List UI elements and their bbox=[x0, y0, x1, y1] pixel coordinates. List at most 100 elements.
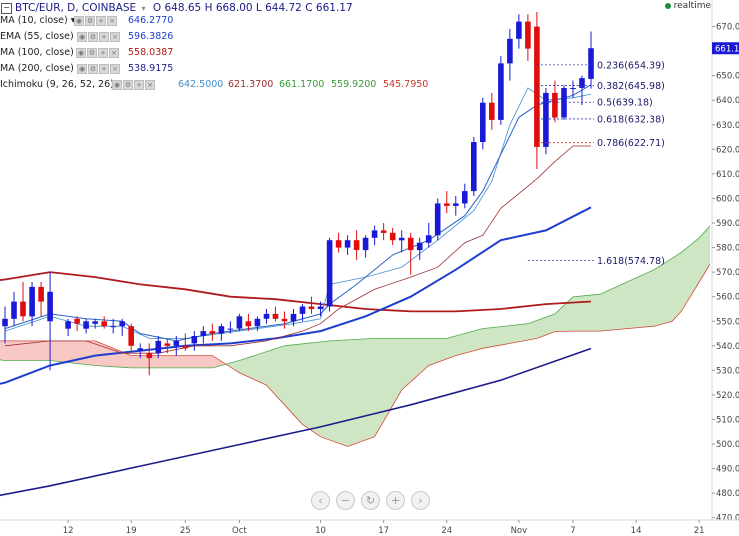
candle-body-45[interactable] bbox=[416, 242, 423, 251]
candle-body-8[interactable] bbox=[83, 321, 89, 329]
chevron-right-icon[interactable]: › bbox=[411, 491, 430, 510]
candle-body-53[interactable] bbox=[489, 102, 495, 120]
indicator-name[interactable]: MA (200, close) ▾ bbox=[0, 63, 82, 74]
candle-body-2[interactable] bbox=[20, 301, 26, 317]
candle-body-64[interactable] bbox=[588, 48, 594, 79]
candle-body-46[interactable] bbox=[425, 235, 432, 243]
close-icon[interactable]: × bbox=[145, 80, 155, 90]
candle-body-17[interactable] bbox=[164, 343, 171, 346]
candle-body-41[interactable] bbox=[380, 230, 387, 233]
candle-body-21[interactable] bbox=[200, 331, 207, 336]
candle-body-35[interactable] bbox=[326, 240, 333, 307]
candle-body-30[interactable] bbox=[281, 318, 288, 322]
candle-body-24[interactable] bbox=[227, 328, 234, 330]
symbol-title[interactable]: BTC/EUR, D, COINBASE bbox=[15, 2, 137, 14]
more-icon[interactable]: + bbox=[99, 32, 109, 42]
candle-body-26[interactable] bbox=[245, 321, 252, 327]
candle-body-49[interactable] bbox=[453, 203, 459, 206]
indicator-name[interactable]: MA (10, close) ▾ bbox=[0, 15, 76, 26]
candle-body-22[interactable] bbox=[209, 331, 216, 334]
candle-body-44[interactable] bbox=[407, 237, 414, 251]
close-icon[interactable]: × bbox=[107, 16, 117, 26]
candle-body-14[interactable] bbox=[137, 348, 143, 351]
candle-body-34[interactable] bbox=[317, 306, 324, 310]
candle-body-43[interactable] bbox=[398, 237, 405, 241]
candle-body-47[interactable] bbox=[434, 203, 441, 236]
more-icon[interactable]: + bbox=[134, 80, 144, 90]
close-icon[interactable]: × bbox=[109, 48, 119, 58]
settings-icon[interactable]: ⚙ bbox=[123, 80, 133, 90]
candle-body-18[interactable] bbox=[173, 340, 180, 346]
candle-body-0[interactable] bbox=[2, 318, 8, 327]
candle-body-54[interactable] bbox=[498, 63, 504, 120]
settings-icon[interactable]: ⚙ bbox=[88, 64, 98, 74]
candle-body-55[interactable] bbox=[507, 38, 513, 64]
candle-body-61[interactable] bbox=[561, 88, 567, 118]
candle-body-25[interactable] bbox=[236, 316, 243, 329]
candle-body-20[interactable] bbox=[191, 336, 198, 344]
eye-icon[interactable]: ◉ bbox=[112, 80, 122, 90]
candle-body-31[interactable] bbox=[290, 313, 297, 322]
more-icon[interactable]: + bbox=[99, 64, 109, 74]
candle-body-15[interactable] bbox=[146, 353, 153, 359]
candle-body-51[interactable] bbox=[471, 142, 477, 192]
candle-body-4[interactable] bbox=[38, 286, 44, 302]
indicator-name[interactable]: Ichimoku (9, 26, 52, 26) ▾ bbox=[0, 79, 122, 90]
candle-body-52[interactable] bbox=[480, 102, 486, 142]
indicator-value: 596.3826 bbox=[128, 31, 174, 42]
candle-body-62[interactable] bbox=[570, 88, 576, 89]
candle-body-13[interactable] bbox=[128, 326, 134, 346]
collapse-icon[interactable]: − bbox=[1, 2, 12, 14]
candle-body-23[interactable] bbox=[218, 326, 225, 334]
candle-body-3[interactable] bbox=[29, 286, 35, 317]
indicator-name[interactable]: EMA (55, close) ▾ bbox=[0, 31, 82, 42]
candle-body-5[interactable] bbox=[47, 291, 53, 322]
candle-body-36[interactable] bbox=[335, 240, 342, 248]
candle-body-11[interactable] bbox=[110, 326, 116, 328]
candle-body-40[interactable] bbox=[371, 230, 378, 238]
candle-body-29[interactable] bbox=[272, 313, 279, 319]
candle-body-33[interactable] bbox=[308, 306, 315, 310]
candle-body-57[interactable] bbox=[525, 21, 531, 49]
candle-body-38[interactable] bbox=[353, 240, 360, 250]
more-icon[interactable]: + bbox=[96, 16, 106, 26]
candle-body-60[interactable] bbox=[552, 92, 558, 118]
candle-body-27[interactable] bbox=[254, 318, 261, 327]
eye-icon[interactable]: ◉ bbox=[77, 64, 87, 74]
candle-body-6[interactable] bbox=[65, 321, 71, 329]
chevron-left-icon[interactable]: ‹ bbox=[311, 491, 330, 510]
candle-body-63[interactable] bbox=[579, 78, 585, 88]
candle-body-16[interactable] bbox=[155, 340, 162, 354]
eye-icon[interactable]: ◉ bbox=[77, 32, 87, 42]
more-icon[interactable]: + bbox=[98, 48, 108, 58]
settings-icon[interactable]: ⚙ bbox=[88, 32, 98, 42]
indicator-name[interactable]: MA (100, close) ▾ bbox=[0, 47, 82, 58]
candle-body-9[interactable] bbox=[92, 321, 98, 324]
candle-body-37[interactable] bbox=[344, 240, 351, 248]
candle-body-39[interactable] bbox=[362, 237, 369, 251]
eye-icon[interactable]: ◉ bbox=[76, 48, 86, 58]
candle-body-58[interactable] bbox=[534, 26, 540, 147]
settings-icon[interactable]: ⚙ bbox=[85, 16, 95, 26]
candle-body-12[interactable] bbox=[119, 321, 125, 327]
eye-icon[interactable]: ◉ bbox=[74, 16, 84, 26]
candle-body-50[interactable] bbox=[462, 191, 468, 204]
reset-icon[interactable]: ↻ bbox=[361, 491, 380, 510]
candle-body-56[interactable] bbox=[516, 21, 522, 39]
zoom-in-icon[interactable]: + bbox=[386, 491, 405, 510]
symbol-dropdown-icon[interactable]: ▾ bbox=[141, 4, 146, 13]
close-icon[interactable]: × bbox=[110, 32, 120, 42]
candle-body-42[interactable] bbox=[389, 232, 396, 241]
candle-body-7[interactable] bbox=[74, 318, 80, 324]
candle-body-59[interactable] bbox=[543, 92, 549, 147]
settings-icon[interactable]: ⚙ bbox=[87, 48, 97, 58]
candle-body-48[interactable] bbox=[444, 203, 450, 206]
zoom-out-icon[interactable]: − bbox=[336, 491, 355, 510]
candle-body-19[interactable] bbox=[182, 345, 189, 349]
candle-body-1[interactable] bbox=[11, 301, 17, 319]
candle-body-32[interactable] bbox=[299, 306, 306, 314]
close-icon[interactable]: × bbox=[110, 64, 120, 74]
candle-body-28[interactable] bbox=[263, 313, 270, 319]
candle-body-10[interactable] bbox=[101, 321, 107, 327]
